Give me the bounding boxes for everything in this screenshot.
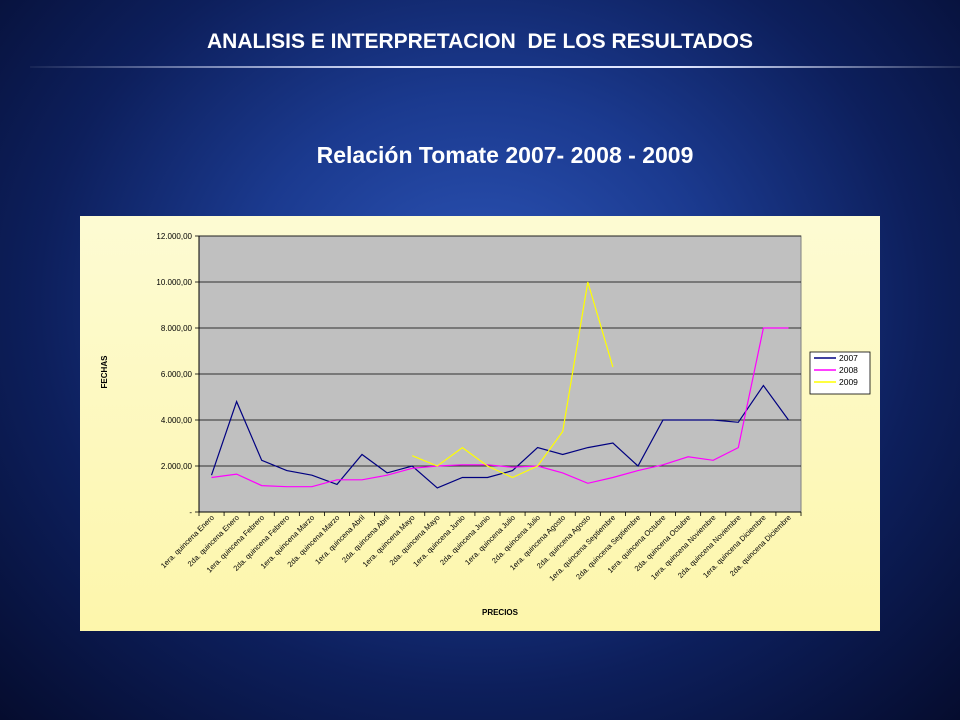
slide-header: ANALISIS E INTERPRETACION DE LOS RESULTA…	[0, 0, 960, 68]
y-tick-label: 10.000,00	[156, 278, 192, 287]
y-tick-label: 6.000,00	[161, 370, 193, 379]
series-line-2007	[210, 384, 789, 489]
legend-label-2009: 2009	[839, 377, 858, 387]
x-axis-title: PRECIOS	[482, 608, 519, 617]
y-tick-label: -	[189, 508, 192, 517]
legend-label-2007: 2007	[839, 353, 858, 363]
y-axis-title: FECHAS	[100, 355, 109, 389]
y-tick-label: 12.000,00	[156, 232, 192, 241]
chart-panel: - 2.000,00 4.000,00 6.000,00 8.000,00 10.000,…	[80, 216, 880, 631]
series-line-2008	[211, 327, 789, 488]
line-chart: - 2.000,00 4.000,00 6.000,00 8.000,00 10.000,…	[100, 232, 871, 617]
y-tick-label: 8.000,00	[161, 324, 193, 333]
y-tick-label: 4.000,00	[161, 416, 193, 425]
header-divider	[30, 66, 960, 68]
legend-label-2008: 2008	[839, 365, 858, 375]
chart-title: Relación Tomate 2007- 2008 - 2009	[316, 142, 694, 168]
slide-title: ANALISIS E INTERPRETACION DE LOS RESULTA…	[206, 30, 754, 53]
series-line-2009	[411, 281, 614, 479]
y-tick-label: 2.000,00	[161, 462, 193, 471]
legend-box	[809, 351, 871, 395]
